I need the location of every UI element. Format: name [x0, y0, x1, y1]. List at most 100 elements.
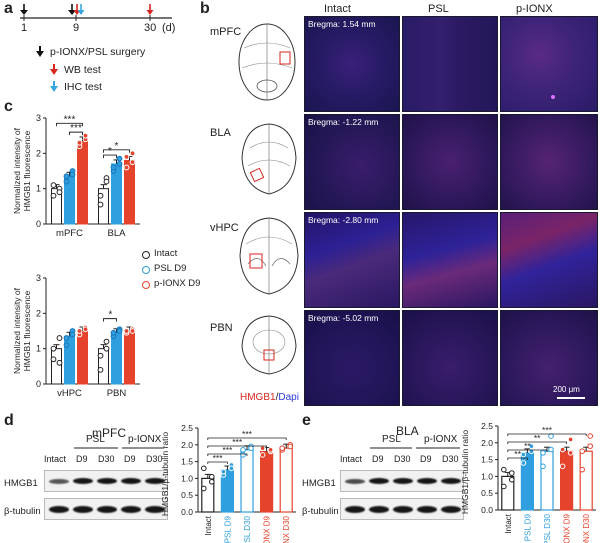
stain-hmgb1-label: HMGB1	[240, 392, 276, 403]
point-e-intact-3	[509, 476, 515, 483]
y-axis-label-c-bottom: Normalized intensity ofHMGB1 fluorescenc…	[12, 287, 32, 374]
point-mpfc-p-ionx-d9-3	[82, 132, 89, 139]
y-tick-label-c-bottom-1: 1	[36, 344, 41, 354]
point-e-intact-2	[501, 466, 507, 473]
panel-label-b: b	[200, 0, 210, 17]
sig-bracket-e-1	[507, 449, 548, 452]
bar-e-psl-d9	[520, 452, 535, 511]
category-label-d-psl-d9: PSL D9	[223, 515, 232, 543]
point-d-intact-0	[201, 485, 207, 492]
micrograph-vhpc-psl	[402, 212, 498, 308]
blot-d-row-hmgb1: HMGB1	[4, 478, 38, 489]
sig-bracket-e-0	[507, 457, 528, 460]
category-label-e-p-ionx-d30: p-IONX D30	[582, 513, 591, 543]
point-e-psl-d9-2	[520, 451, 527, 458]
sig-label-d-0: ***	[213, 453, 224, 463]
blot-d-lane-pionx-d9: D9	[124, 454, 136, 464]
row-label-mpfc: mPFC	[210, 26, 242, 38]
point-e-p-ionx-d9-0	[559, 463, 566, 470]
point-e-p-ionx-d9-3	[567, 450, 574, 456]
chart-c: 0 1 2 3 Normalized intensity ofHMGB1 fluores…	[12, 113, 140, 399]
column-header-pionx: p-IONX	[516, 3, 553, 15]
point-d-psl-d9-2	[220, 468, 227, 475]
point-e-psl-d30-0	[540, 463, 546, 470]
legend-wb-icon	[50, 64, 58, 75]
legend-wb-label: WB test	[64, 64, 101, 76]
micrograph-mpfc-intact: Bregma: 1.54 mm	[304, 16, 400, 112]
micrograph-mpfc-psl	[402, 16, 498, 112]
point-d-psl-d30-2	[240, 447, 246, 453]
sig-bracket-e-3	[507, 433, 587, 436]
bar-e-p-ionx-d30	[579, 450, 593, 511]
panel-label-d: d	[4, 412, 14, 429]
point-pbn-p-ionx-d9-2	[123, 328, 130, 334]
sig-label-c-top-3: *	[108, 146, 112, 157]
blot-e-tubulin-strip	[340, 498, 464, 520]
y-tick-label-d-1-5: 1.5	[181, 457, 193, 467]
legend-pionx-label: p-IONX D9	[154, 278, 201, 289]
sig-label-c-top-2: *	[115, 141, 119, 152]
sig-label-d-3: ***	[242, 429, 253, 439]
micrograph-pbn-intact: Bregma: -5.02 mm	[304, 310, 400, 406]
point-bla-psl-d9-1	[116, 155, 123, 162]
blot-d-header-psl: PSL	[86, 434, 105, 445]
y-tick-label-e-0-5: 0.5	[481, 488, 493, 498]
bar-e-psl-d30	[540, 450, 554, 511]
blot-d-hmgb1-strip	[44, 470, 168, 492]
legend-surgery-label: p-IONX/PSL surgery	[50, 46, 146, 58]
category-label-e-intact: Intact	[504, 513, 513, 533]
scalebar	[557, 397, 585, 399]
y-tick-label-d-2-5: 2.5	[181, 423, 193, 433]
point-d-p-ionx-d30-3	[287, 443, 293, 450]
point-bla-intact-2	[97, 192, 104, 199]
point-vhpc-intact-1	[56, 335, 63, 341]
blot-d-lane-psl-d9: D9	[76, 454, 88, 464]
blot-e-lane-pionx-d9: D9	[420, 454, 432, 464]
blot-d-tubulin-strip	[44, 498, 168, 520]
point-d-p-ionx-d9-0	[259, 452, 266, 458]
timeline-tick-9: 9	[73, 22, 80, 34]
atlas-mpfc-icon	[238, 23, 296, 101]
blot-e-lane-intact: Intact	[340, 454, 363, 464]
bar-pbn-intact	[98, 348, 109, 385]
point-vhpc-psl-d9-0	[63, 342, 70, 349]
sig-label-d-2: ***	[232, 437, 243, 447]
y-tick-label-d-0-5: 0.5	[181, 490, 193, 500]
blot-d-lane-intact: Intact	[44, 454, 67, 464]
y-tick-label-d-0-0: 0.0	[181, 507, 193, 517]
point-bla-p-ionx-d9-0	[123, 164, 130, 171]
blot-e-lane-psl-d9: D9	[372, 454, 384, 464]
y-tick-label-e-1-5: 1.5	[481, 455, 493, 465]
sig-label-e-3: ***	[542, 425, 553, 435]
y-tick-label-d-1-0: 1.0	[181, 473, 193, 483]
panel-label-c: c	[4, 98, 13, 115]
micrograph-mpfc-pionx	[500, 16, 598, 112]
y-tick-label-c-top-0: 0	[36, 219, 41, 229]
row-label-vhpc: vHPC	[210, 222, 239, 234]
bar-mpfc-p-ionx-d9	[77, 140, 88, 225]
point-mpfc-intact-0	[50, 192, 57, 199]
point-e-p-ionx-d30-3	[587, 443, 593, 449]
point-d-p-ionx-d9-3	[267, 447, 274, 453]
category-label-vhpc: vHPC	[57, 388, 82, 399]
stain-legend: HMGB1/Dapi	[240, 392, 299, 403]
chart-e: 0.0 0.5 1.0 1.5 2.0 2.5 HMGB1/β-tubulin ratio I…	[460, 421, 596, 543]
point-e-p-ionx-d30-0	[579, 466, 585, 473]
atlas-bla-icon	[241, 123, 297, 195]
micrograph-bla-intact: Bregma: -1.22 mm	[304, 114, 400, 210]
timeline-axis	[20, 4, 172, 21]
timeline-tick-30: 30	[144, 22, 157, 34]
point-mpfc-psl-d9-2	[63, 173, 70, 180]
point-d-p-ionx-d30-2	[279, 445, 285, 451]
sig-label-c-top-1: ***	[70, 123, 82, 134]
y-tick-label-e-2-0: 2.0	[481, 438, 493, 448]
timeline-tick-1: 1	[21, 22, 28, 34]
timeline-unit: (d)	[162, 22, 176, 34]
point-mpfc-intact-2	[50, 182, 57, 189]
bregma-bla: Bregma: -1.22 mm	[308, 117, 379, 127]
bar-vhpc-intact	[51, 348, 62, 385]
point-pbn-psl-d9-2	[110, 329, 117, 336]
y-tick-label-e-0-0: 0.0	[481, 505, 493, 515]
point-d-psl-d9-3	[228, 465, 235, 472]
point-vhpc-p-ionx-d9-2	[76, 328, 83, 334]
